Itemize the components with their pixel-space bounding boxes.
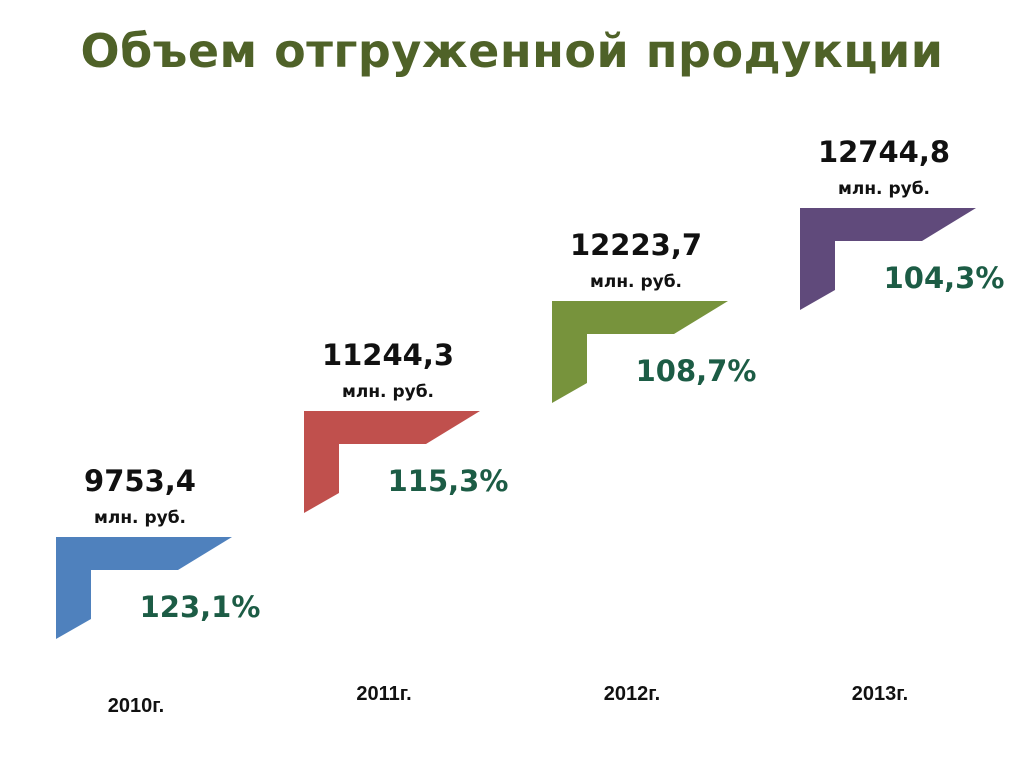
bar-step-2010г. [56,537,232,639]
bar-step-2012г. [552,301,728,403]
growth-label: 108,7% [636,354,757,388]
unit-label: млн. руб. [590,272,682,292]
value-label: 12744,8 [818,135,950,169]
growth-label: 115,3% [388,464,509,498]
year-label: 2013г. [852,683,908,705]
growth-label: 123,1% [140,590,261,624]
page-title: Объем отгруженной продукции [80,24,944,78]
value-label: 12223,7 [570,228,702,262]
year-label: 2012г. [604,683,660,705]
value-label: 11244,3 [322,338,454,372]
growth-label: 104,3% [884,261,1005,295]
bar-step-2011г. [304,411,480,513]
year-label: 2010г. [108,695,164,717]
bar-step-2013г. [800,208,976,310]
unit-label: млн. руб. [94,508,186,528]
value-label: 9753,4 [84,464,196,498]
unit-label: млн. руб. [342,382,434,402]
year-label: 2011г. [356,683,411,705]
unit-label: млн. руб. [838,179,930,199]
